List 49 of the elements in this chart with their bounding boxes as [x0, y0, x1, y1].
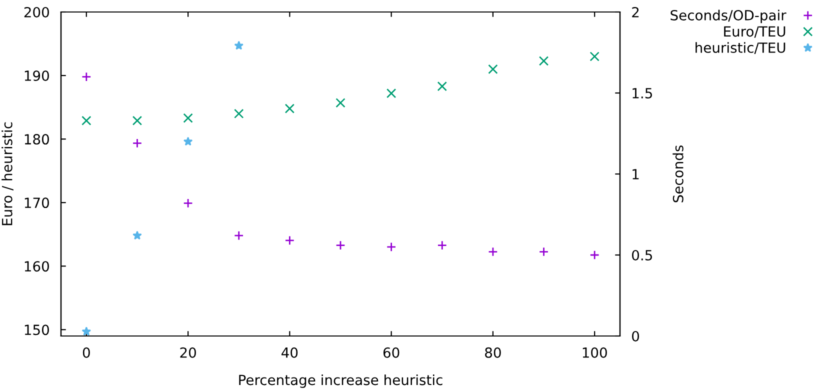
legend-label: Euro/TEU	[724, 26, 786, 38]
y-tick-label: 160	[24, 261, 49, 272]
point	[183, 113, 193, 123]
point	[488, 64, 498, 74]
point	[284, 236, 295, 246]
point	[590, 250, 600, 260]
point	[183, 198, 193, 208]
y2-tick-label: 2	[632, 6, 639, 18]
x-tick-label: 60	[383, 347, 400, 358]
x-tick-label: 40	[282, 347, 298, 358]
y2-tick-label: 0	[632, 330, 640, 342]
x-tick-label: 80	[485, 347, 501, 358]
point	[386, 242, 396, 252]
legend-label: Seconds/OD-pair	[670, 10, 786, 24]
point	[132, 230, 142, 240]
point	[437, 240, 447, 250]
point	[437, 81, 447, 92]
point	[82, 326, 92, 336]
y-tick-label: 190	[24, 70, 49, 82]
y2-axis-title: Seconds	[672, 146, 684, 202]
point	[234, 108, 244, 119]
point	[386, 88, 396, 98]
x-axis-title: Percentage increase heuristic	[239, 374, 442, 388]
y-tick-label: 150	[24, 324, 49, 336]
x-tick-label: 20	[180, 347, 196, 358]
point	[538, 246, 549, 257]
point	[234, 40, 244, 50]
y-tick-label: 180	[24, 134, 49, 145]
y2-tick-label: 1.5	[632, 88, 652, 98]
y2-tick-label: 0.5	[632, 250, 652, 260]
x-tick-label: 0	[82, 347, 90, 358]
point	[336, 98, 346, 108]
point	[82, 72, 92, 82]
point	[538, 56, 549, 66]
y2-tick-label: 1	[632, 169, 639, 180]
y-axis-title: Euro / heuristic	[2, 122, 14, 226]
x-tick-label: 100	[582, 347, 607, 358]
point	[336, 240, 346, 250]
point	[82, 116, 92, 126]
legend-label: heuristic/TEU	[696, 42, 786, 54]
point	[132, 138, 142, 148]
point	[590, 52, 600, 62]
point	[488, 246, 498, 257]
y-tick-label: 170	[24, 198, 49, 208]
point	[183, 136, 193, 146]
point	[132, 116, 142, 126]
point	[284, 104, 295, 114]
point	[234, 230, 244, 240]
y-tick-label: 200	[24, 6, 49, 18]
